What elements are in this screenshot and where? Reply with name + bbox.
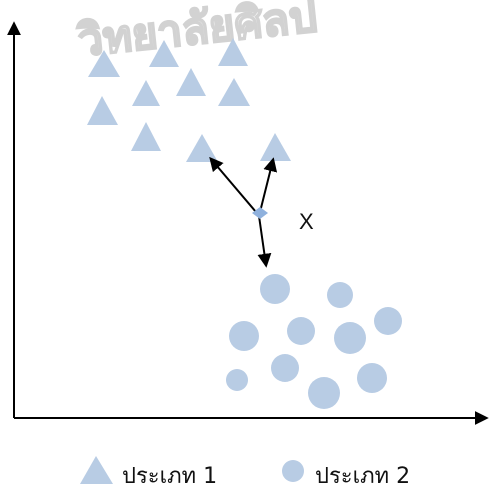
class-2-points xyxy=(226,274,402,409)
class-1-points xyxy=(87,38,291,162)
watermark-text: วิทยาลัยศิลป xyxy=(74,0,319,67)
query-point-marker xyxy=(252,207,268,219)
neighbor-arrow xyxy=(257,215,272,268)
class-2-circle xyxy=(271,354,299,382)
class-1-triangle xyxy=(88,50,120,77)
class-1-triangle xyxy=(132,80,160,106)
class-2-circle xyxy=(327,282,353,308)
class-1-triangle xyxy=(260,133,291,161)
query-point-label: X xyxy=(299,209,314,234)
class-1-triangle xyxy=(176,68,206,96)
axes xyxy=(6,21,489,425)
class-1-triangle xyxy=(218,38,248,66)
class-2-circle xyxy=(287,317,315,345)
legend-label-class-1: ประเภท 1 xyxy=(122,464,217,489)
class-1-triangle xyxy=(218,78,250,106)
circle-icon xyxy=(282,460,304,482)
class-1-triangle xyxy=(87,96,118,125)
class-2-circle xyxy=(229,321,259,351)
neighbor-arrow xyxy=(259,157,278,213)
class-1-triangle xyxy=(149,40,179,67)
class-2-circle xyxy=(334,322,366,354)
triangle-icon xyxy=(80,456,113,484)
neighbor-arrow xyxy=(209,156,257,213)
nearest-neighbor-arrows xyxy=(209,156,278,268)
class-1-triangle xyxy=(186,134,218,162)
class-2-circle xyxy=(308,377,340,409)
class-1-triangle xyxy=(131,122,161,151)
legend-label-class-2: ประเภท 2 xyxy=(315,464,410,489)
class-2-circle xyxy=(357,363,387,393)
legend: ประเภท 1 ประเภท 2 xyxy=(80,456,410,489)
class-2-circle xyxy=(260,274,290,304)
class-2-circle xyxy=(226,369,248,391)
class-2-circle xyxy=(374,307,402,335)
